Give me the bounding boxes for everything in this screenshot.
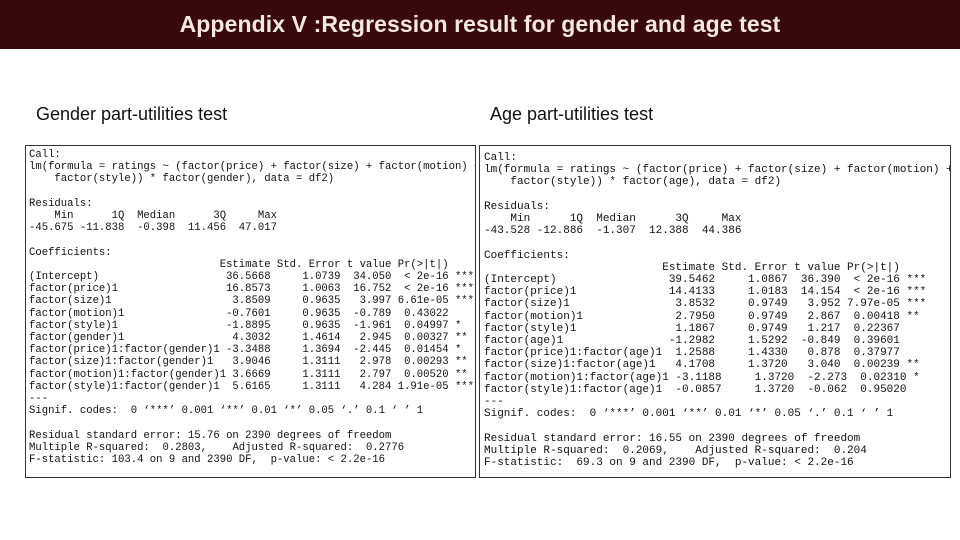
output-line: Call: <box>29 149 61 161</box>
gender-test-heading: Gender part-utilities test <box>36 104 228 124</box>
output-line: factor(size)1:factor(gender)1 3.9046 1.3… <box>29 356 475 369</box>
output-line: Coefficients: <box>29 246 112 259</box>
output-line <box>484 420 950 432</box>
output-line: lm(formula = ratings ~ (factor(price) + … <box>29 161 476 174</box>
output-line <box>484 189 950 201</box>
output-line: F-statistic: 103.4 on 9 and 2390 DF, p-v… <box>29 454 386 467</box>
output-line: factor(style)1:factor(age)1 -0.0857 1.37… <box>484 383 933 396</box>
output-line: factor(style)) * factor(gender), data = … <box>29 173 335 186</box>
output-line <box>29 417 475 429</box>
output-line: Estimate Std. Error t value Pr(>|t|) <box>484 261 927 274</box>
output-line: Residual standard error: 16.55 on 2390 d… <box>484 432 861 445</box>
output-line: factor(price)1:factor(age)1 1.2588 1.433… <box>484 347 927 360</box>
output-line: factor(style)1:factor(gender)1 5.6165 1.… <box>29 380 475 393</box>
output-line: Residual standard error: 15.76 on 2390 d… <box>29 429 392 442</box>
output-line: -43.528 -12.886 -1.307 12.388 44.386 <box>484 225 749 238</box>
output-line: factor(motion)1 2.7950 0.9749 2.867 0.00… <box>484 310 927 323</box>
age-test-heading: Age part-utilities test <box>490 104 654 124</box>
output-line: (Intercept) 36.5668 1.0739 34.050 < 2e-1… <box>29 271 475 283</box>
output-line <box>484 237 950 249</box>
output-line <box>29 234 475 246</box>
output-line: Coefficients: <box>484 249 570 262</box>
output-line: factor(motion)1:factor(gender)1 3.6669 1… <box>29 368 475 381</box>
output-line: factor(gender)1 4.3032 1.4614 2.945 0.00… <box>29 332 475 345</box>
output-line: factor(price)1:factor(gender)1 -3.3488 1… <box>29 344 475 357</box>
output-line: Min 1Q Median 3Q Max <box>484 213 749 225</box>
output-line: factor(motion)1:factor(age)1 -3.1188 1.3… <box>484 371 933 384</box>
output-line: factor(style)1 1.1867 0.9749 1.217 0.223… <box>484 322 927 335</box>
age-regression-output: Call: lm(formula = ratings ~ (factor(pri… <box>479 145 951 478</box>
output-line: --- <box>29 393 49 406</box>
output-line: -45.675 -11.838 -0.398 11.456 47.017 <box>29 222 284 235</box>
output-line: Estimate Std. Error t value Pr(>|t|) <box>29 258 475 271</box>
output-line: Min 1Q Median 3Q Max <box>29 210 284 222</box>
output-line: factor(size)1 3.8532 0.9749 3.952 7.97e-… <box>484 298 927 311</box>
output-line: factor(motion)1 -0.7601 0.9635 -0.789 0.… <box>29 307 475 320</box>
gender-regression-output: Call: lm(formula = ratings ~ (factor(pri… <box>25 145 476 478</box>
output-line: Call: <box>484 152 518 164</box>
output-line <box>29 186 475 198</box>
title-bar: Appendix V :Regression result for gender… <box>0 0 960 49</box>
output-line: Residuals: <box>484 200 551 213</box>
output-line: factor(style)1 -1.8895 0.9635 -1.961 0.0… <box>29 319 475 332</box>
output-line: --- <box>484 396 504 409</box>
output-line: (Intercept) 39.5462 1.0867 36.390 < 2e-1… <box>484 274 927 286</box>
output-line: Residuals: <box>29 197 93 210</box>
output-line: factor(age)1 -1.2982 1.5292 -0.849 0.396… <box>484 335 927 348</box>
output-line: F-statistic: 69.3 on 9 and 2390 DF, p-va… <box>484 457 854 470</box>
output-line: factor(size)1 3.8509 0.9635 3.997 6.61e-… <box>29 295 475 308</box>
output-line: Multiple R-squared: 0.2069, Adjusted R-s… <box>484 444 874 457</box>
output-line: factor(size)1:factor(age)1 4.1708 1.3720… <box>484 359 927 372</box>
output-line: Multiple R-squared: 0.2803, Adjusted R-s… <box>29 441 411 454</box>
output-line: Signif. codes: 0 ‘***’ 0.001 ‘**’ 0.01 ‘… <box>29 405 424 418</box>
output-line: factor(price)1 14.4133 1.0183 14.154 < 2… <box>484 286 927 299</box>
output-line: factor(style)) * factor(age), data = df2… <box>484 176 782 189</box>
output-line: factor(price)1 16.8573 1.0063 16.752 < 2… <box>29 283 475 296</box>
page-title: Appendix V :Regression result for gender… <box>179 11 781 37</box>
output-line: Signif. codes: 0 ‘***’ 0.001 ‘**’ 0.01 ‘… <box>484 408 894 421</box>
output-line: lm(formula = ratings ~ (factor(price) + … <box>484 164 951 177</box>
